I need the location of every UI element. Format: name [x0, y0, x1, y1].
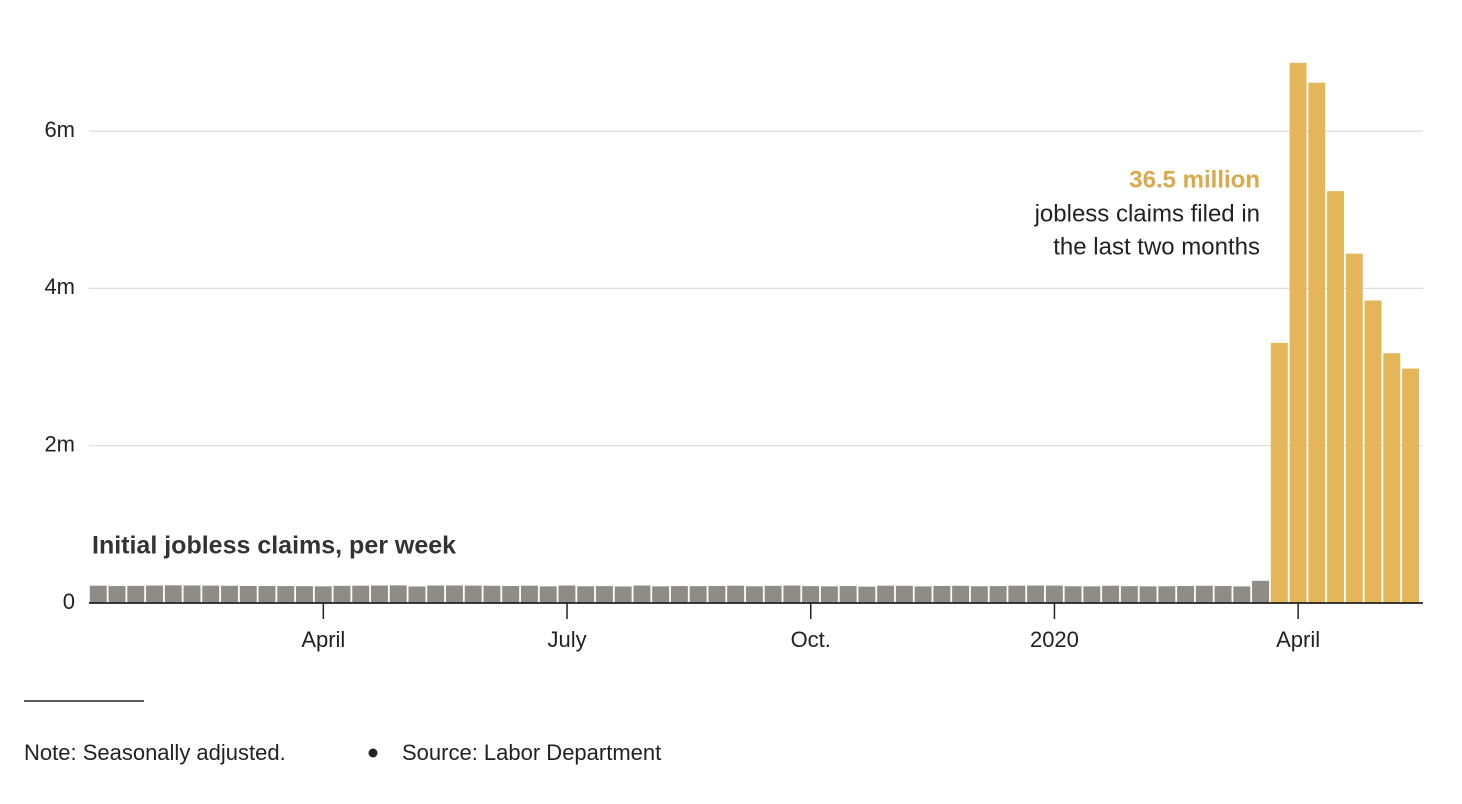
bar	[877, 585, 895, 603]
bar	[689, 586, 707, 603]
footer-source: Source: Labor Department	[402, 740, 661, 765]
bar	[183, 585, 201, 603]
bar	[1402, 368, 1419, 603]
bar	[370, 585, 388, 603]
bar	[520, 585, 538, 603]
bar	[1102, 585, 1120, 603]
bar	[333, 585, 351, 603]
bar	[970, 586, 988, 603]
bar	[614, 586, 632, 603]
bar	[445, 585, 463, 603]
bar	[427, 585, 445, 603]
bar	[202, 585, 220, 603]
chart-label: Initial jobless claims, per week	[92, 532, 456, 560]
bar	[783, 585, 801, 603]
bar	[652, 586, 670, 603]
bar	[258, 586, 276, 603]
x-tick-label: 2020	[1030, 627, 1079, 652]
bar	[483, 585, 501, 603]
bar	[989, 586, 1007, 603]
bar	[1008, 585, 1026, 603]
bar	[1345, 253, 1363, 603]
bar	[595, 586, 613, 603]
bar	[1120, 586, 1138, 603]
bar	[1252, 580, 1270, 603]
bar	[146, 585, 163, 603]
bar	[1195, 585, 1213, 603]
y-tick-label: 0	[63, 589, 75, 614]
bar	[314, 586, 332, 603]
bar	[164, 585, 182, 603]
bar	[670, 586, 688, 603]
x-tick-label: Oct.	[791, 627, 831, 652]
bar	[108, 586, 126, 603]
bar	[839, 586, 857, 603]
bar	[802, 586, 820, 603]
bar	[577, 586, 595, 603]
y-tick-label: 4m	[44, 274, 75, 299]
bar	[1289, 62, 1307, 603]
bar	[127, 585, 145, 603]
bar	[1083, 586, 1101, 603]
bar	[745, 586, 763, 603]
annotation-line: jobless claims filed in	[1034, 200, 1260, 227]
bar	[408, 586, 426, 603]
bar	[1308, 82, 1326, 604]
bar	[727, 585, 745, 603]
bar	[708, 586, 726, 603]
bar	[1270, 342, 1288, 603]
bar	[1177, 586, 1195, 603]
bar	[239, 585, 257, 603]
bar	[633, 585, 651, 603]
bar	[952, 585, 970, 603]
bar	[389, 585, 407, 603]
bar	[1027, 585, 1045, 603]
x-tick-label: July	[547, 627, 586, 652]
bar	[89, 585, 107, 603]
bar	[1383, 353, 1401, 603]
bar	[1158, 586, 1176, 603]
footer-separator	[368, 748, 378, 758]
bar	[502, 586, 520, 603]
bar	[464, 585, 482, 603]
bar	[558, 585, 576, 603]
annotation-title: 36.5 million	[1129, 166, 1260, 193]
y-tick-label: 2m	[44, 432, 75, 457]
x-tick-label: April	[301, 627, 345, 652]
bar	[1064, 586, 1082, 603]
bar	[539, 586, 557, 603]
bar	[820, 586, 838, 603]
bar	[1139, 586, 1157, 603]
bar	[221, 585, 238, 603]
bar	[296, 586, 313, 603]
bar	[1327, 191, 1345, 603]
bar	[764, 585, 782, 603]
bar	[1045, 585, 1063, 603]
bar	[1214, 586, 1232, 603]
footer-note: Note: Seasonally adjusted.	[24, 740, 286, 765]
bar	[895, 585, 913, 603]
bar	[914, 586, 932, 603]
bar	[1233, 586, 1251, 603]
bar	[858, 586, 876, 603]
y-tick-label: 6m	[44, 117, 75, 142]
x-tick-label: April	[1276, 627, 1320, 652]
bar	[1364, 300, 1382, 603]
bar	[277, 586, 295, 603]
annotation-line: the last two months	[1053, 233, 1260, 260]
bar	[352, 585, 370, 603]
bar	[933, 585, 951, 603]
